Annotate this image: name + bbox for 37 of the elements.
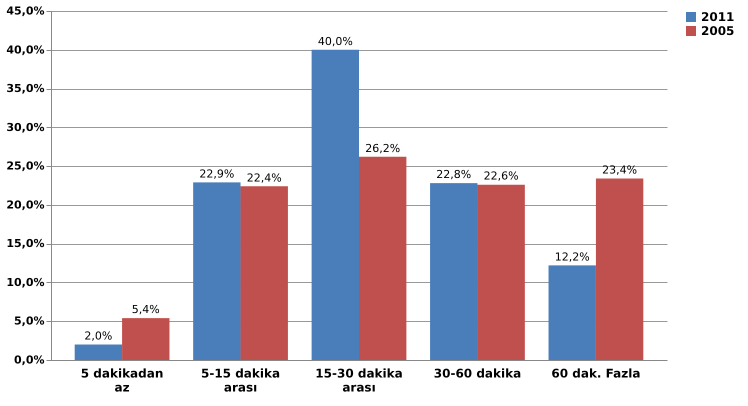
- x-tick-label: 60 dak. Fazla: [551, 366, 640, 380]
- data-label: 23,4%: [602, 164, 638, 177]
- y-tick-label: 30,0%: [6, 120, 44, 134]
- data-label: 22,4%: [246, 171, 282, 184]
- data-label: 40,0%: [318, 34, 353, 48]
- y-tick-label: 25,0%: [6, 160, 44, 173]
- data-label: 5,4%: [132, 303, 160, 316]
- y-tick-label: 45,0%: [6, 4, 44, 18]
- bar: [477, 184, 525, 360]
- bar: [596, 178, 644, 360]
- legend-label: 2005: [701, 24, 734, 38]
- bar: [359, 156, 406, 360]
- data-label: 26,2%: [365, 142, 400, 155]
- y-tick-label: 10,0%: [6, 276, 44, 289]
- bar: [430, 183, 478, 360]
- data-label: 22,9%: [199, 167, 234, 180]
- x-tick-label: 5 dakikadan az: [80, 366, 164, 394]
- y-tick-label: 0,0%: [14, 354, 44, 366]
- y-tick-label: 20,0%: [6, 198, 44, 212]
- bar: [312, 50, 359, 360]
- data-label: 12,2%: [554, 250, 590, 264]
- x-tick-label: 15-30 dakika arası: [315, 366, 403, 394]
- data-label: 2,0%: [84, 329, 112, 342]
- y-tick-label: 35,0%: [6, 82, 44, 96]
- legend-label: 2011: [701, 10, 734, 24]
- bar: [193, 182, 241, 360]
- y-tick-label: 5,0%: [14, 314, 44, 328]
- x-tick-label: 30-60 dakika: [434, 366, 522, 380]
- y-tick-label: 15,0%: [6, 237, 44, 250]
- bar: [122, 318, 170, 360]
- x-tick-label: 5-15 dakika arası: [201, 366, 280, 394]
- data-label: 22,8%: [436, 168, 472, 182]
- data-label: 22,6%: [484, 170, 519, 183]
- bar: [548, 265, 596, 360]
- y-tick-label: 40,0%: [6, 43, 44, 56]
- bar: [74, 344, 122, 360]
- bar: [240, 186, 288, 360]
